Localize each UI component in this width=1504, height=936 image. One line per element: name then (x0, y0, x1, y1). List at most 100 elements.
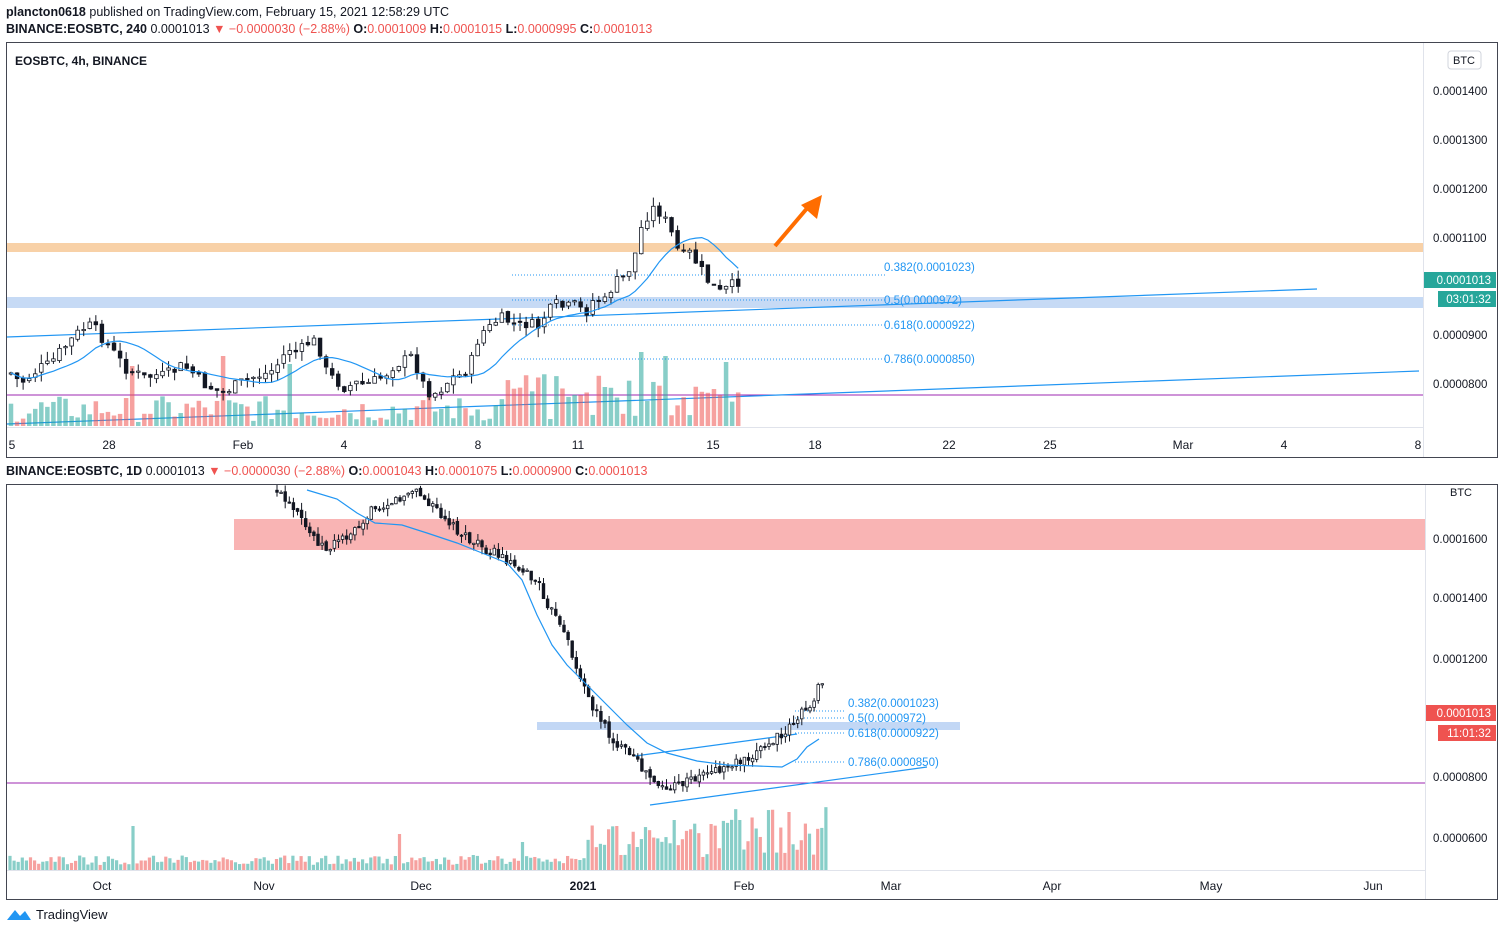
volume-bar (99, 413, 105, 426)
candle-body (499, 312, 505, 323)
volume-bar (279, 857, 283, 870)
candle-body (463, 532, 468, 536)
candle-body (279, 491, 283, 494)
volume-bar (408, 419, 414, 426)
chart-panel-4h[interactable]: 0.382(0.0001023) 0.5(0.0000972) 0.618(0.00… (6, 42, 1498, 458)
volume-bar (730, 819, 734, 870)
candle-body (39, 363, 44, 373)
volume-bar (496, 856, 500, 870)
footer-brand[interactable]: TradingView (6, 906, 108, 922)
volume-bar (783, 852, 787, 870)
candle-body (541, 583, 546, 600)
candle-body (651, 205, 656, 222)
countdown-label: 11:01:32 (1447, 728, 1491, 740)
candle-body (572, 300, 577, 303)
volume-bar (549, 861, 553, 870)
volume-bar (729, 401, 735, 426)
candle-body (730, 766, 734, 769)
volume-bar (82, 857, 86, 870)
candle-body (558, 616, 562, 625)
volume-bar (344, 859, 348, 870)
volume-bar (115, 860, 119, 870)
volume-bar (266, 860, 270, 870)
candle-body (548, 303, 553, 318)
volume-bar (467, 857, 471, 870)
volume-bar (123, 398, 129, 426)
volume-bar (98, 864, 102, 870)
date-tick: 22 (942, 438, 956, 452)
volume-bar (281, 410, 286, 426)
volume-bar (323, 418, 329, 426)
chart-4h-svg[interactable]: 0.382(0.0001023) 0.5(0.0000972) 0.618(0.00… (6, 43, 1497, 457)
volume-bar (709, 824, 713, 870)
date-tick: 8 (1415, 438, 1422, 452)
volume-bar (742, 849, 746, 870)
low-value-1d: 0.0000900 (512, 464, 572, 478)
volume-bar (455, 863, 459, 870)
candle-body (722, 766, 726, 773)
volume-bar (705, 854, 709, 870)
candle-body (87, 321, 92, 329)
price-tick: 0.0001200 (1433, 184, 1487, 196)
volume-bar (457, 398, 462, 426)
candle-body (281, 354, 286, 364)
volume-bar (451, 864, 455, 870)
candle-body (148, 374, 153, 378)
volume-bar (451, 418, 456, 426)
chart-panel-1d[interactable]: 0.382(0.0001023) 0.5(0.0000972) 0.618(0.00… (6, 483, 1498, 900)
candle-body (767, 743, 771, 747)
date-tick: Mar (881, 879, 902, 893)
volume-bar (479, 863, 484, 870)
price-tick: 0.0000900 (1433, 330, 1487, 342)
volume-bar (205, 860, 209, 870)
low-value: 0.0000995 (517, 22, 577, 36)
volume-bar (229, 860, 233, 870)
volume-bar (632, 415, 638, 426)
volume-bar (523, 375, 529, 426)
currency-button[interactable] (1447, 50, 1482, 70)
volume-bar (127, 864, 131, 870)
publisher-name[interactable]: plancton0618 (6, 5, 86, 19)
volume-bar (196, 400, 202, 426)
volume-bar (53, 861, 57, 870)
candle-body (545, 598, 550, 609)
candle-body (648, 769, 652, 778)
volume-bar (105, 411, 111, 426)
chart-1d-svg[interactable]: 0.382(0.0001023) 0.5(0.0000972) 0.618(0.00… (7, 483, 1497, 899)
tradingview-logo-icon (7, 910, 31, 920)
candle-body (463, 373, 468, 376)
volume-bar (45, 406, 50, 426)
price-tick: 0.0000600 (1433, 833, 1487, 845)
candle-body (808, 707, 812, 712)
candle-body (504, 554, 509, 565)
volume-bar (620, 413, 626, 426)
volume-bar (142, 413, 147, 426)
candle-body (812, 700, 816, 708)
volume-bar (335, 414, 341, 426)
volume-bar (361, 859, 365, 870)
resistance-zone (7, 243, 1423, 252)
volume-bar (481, 420, 486, 426)
candle-body (615, 741, 619, 748)
candle-body (105, 343, 111, 346)
volume-bar (340, 863, 344, 870)
volume-bar (389, 864, 393, 870)
volume-bar (402, 408, 408, 426)
candle-body (771, 743, 775, 746)
candle-body (251, 376, 256, 379)
candle-body (317, 337, 323, 357)
candle-body (620, 275, 626, 278)
volume-bar (566, 396, 571, 426)
volume-bar (242, 863, 246, 870)
candle-body (632, 754, 636, 757)
volume-bar (717, 395, 723, 426)
candle-body (681, 780, 685, 787)
volume-bar (86, 864, 90, 870)
close-key: C: (575, 464, 589, 478)
support-zone (537, 722, 960, 730)
volume-bar (493, 405, 499, 426)
candle-body (357, 526, 361, 529)
high-key: H: (429, 22, 444, 36)
volume-bar (348, 413, 353, 426)
open-value: 0.0001009 (367, 22, 427, 36)
